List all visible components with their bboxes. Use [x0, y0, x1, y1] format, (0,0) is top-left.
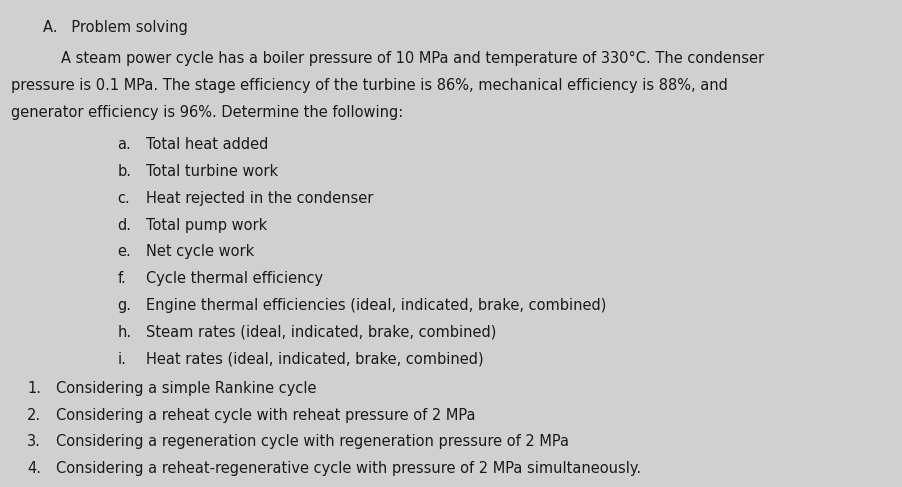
- Text: Net cycle work: Net cycle work: [146, 244, 254, 260]
- Text: 4.: 4.: [27, 461, 41, 476]
- Text: 2.: 2.: [27, 408, 41, 423]
- Text: Steam rates (ideal, indicated, brake, combined): Steam rates (ideal, indicated, brake, co…: [146, 325, 496, 340]
- Text: Cycle thermal efficiency: Cycle thermal efficiency: [146, 271, 323, 286]
- Text: Heat rejected in the condenser: Heat rejected in the condenser: [146, 191, 373, 206]
- Text: generator efficiency is 96%. Determine the following:: generator efficiency is 96%. Determine t…: [11, 105, 403, 120]
- Text: Engine thermal efficiencies (ideal, indicated, brake, combined): Engine thermal efficiencies (ideal, indi…: [146, 298, 606, 313]
- Text: 3.: 3.: [27, 434, 41, 450]
- Text: 1.: 1.: [27, 381, 41, 396]
- Text: Considering a regeneration cycle with regeneration pressure of 2 MPa: Considering a regeneration cycle with re…: [56, 434, 569, 450]
- Text: pressure is 0.1 MPa. The stage efficiency of the turbine is 86%, mechanical effi: pressure is 0.1 MPa. The stage efficienc…: [11, 78, 728, 93]
- Text: e.: e.: [117, 244, 131, 260]
- Text: Total pump work: Total pump work: [146, 218, 267, 233]
- Text: b.: b.: [117, 164, 132, 179]
- Text: g.: g.: [117, 298, 132, 313]
- Text: c.: c.: [117, 191, 130, 206]
- Text: d.: d.: [117, 218, 132, 233]
- Text: Considering a reheat cycle with reheat pressure of 2 MPa: Considering a reheat cycle with reheat p…: [56, 408, 475, 423]
- Text: A.   Problem solving: A. Problem solving: [43, 20, 189, 36]
- Text: A steam power cycle has a boiler pressure of 10 MPa and temperature of 330°C. Th: A steam power cycle has a boiler pressur…: [61, 51, 765, 66]
- Text: a.: a.: [117, 137, 131, 152]
- Text: Total turbine work: Total turbine work: [146, 164, 278, 179]
- Text: Considering a reheat-regenerative cycle with pressure of 2 MPa simultaneously.: Considering a reheat-regenerative cycle …: [56, 461, 641, 476]
- Text: i.: i.: [117, 352, 126, 367]
- Text: f.: f.: [117, 271, 126, 286]
- Text: h.: h.: [117, 325, 132, 340]
- Text: Heat rates (ideal, indicated, brake, combined): Heat rates (ideal, indicated, brake, com…: [146, 352, 483, 367]
- Text: Considering a simple Rankine cycle: Considering a simple Rankine cycle: [56, 381, 317, 396]
- Text: Total heat added: Total heat added: [146, 137, 269, 152]
